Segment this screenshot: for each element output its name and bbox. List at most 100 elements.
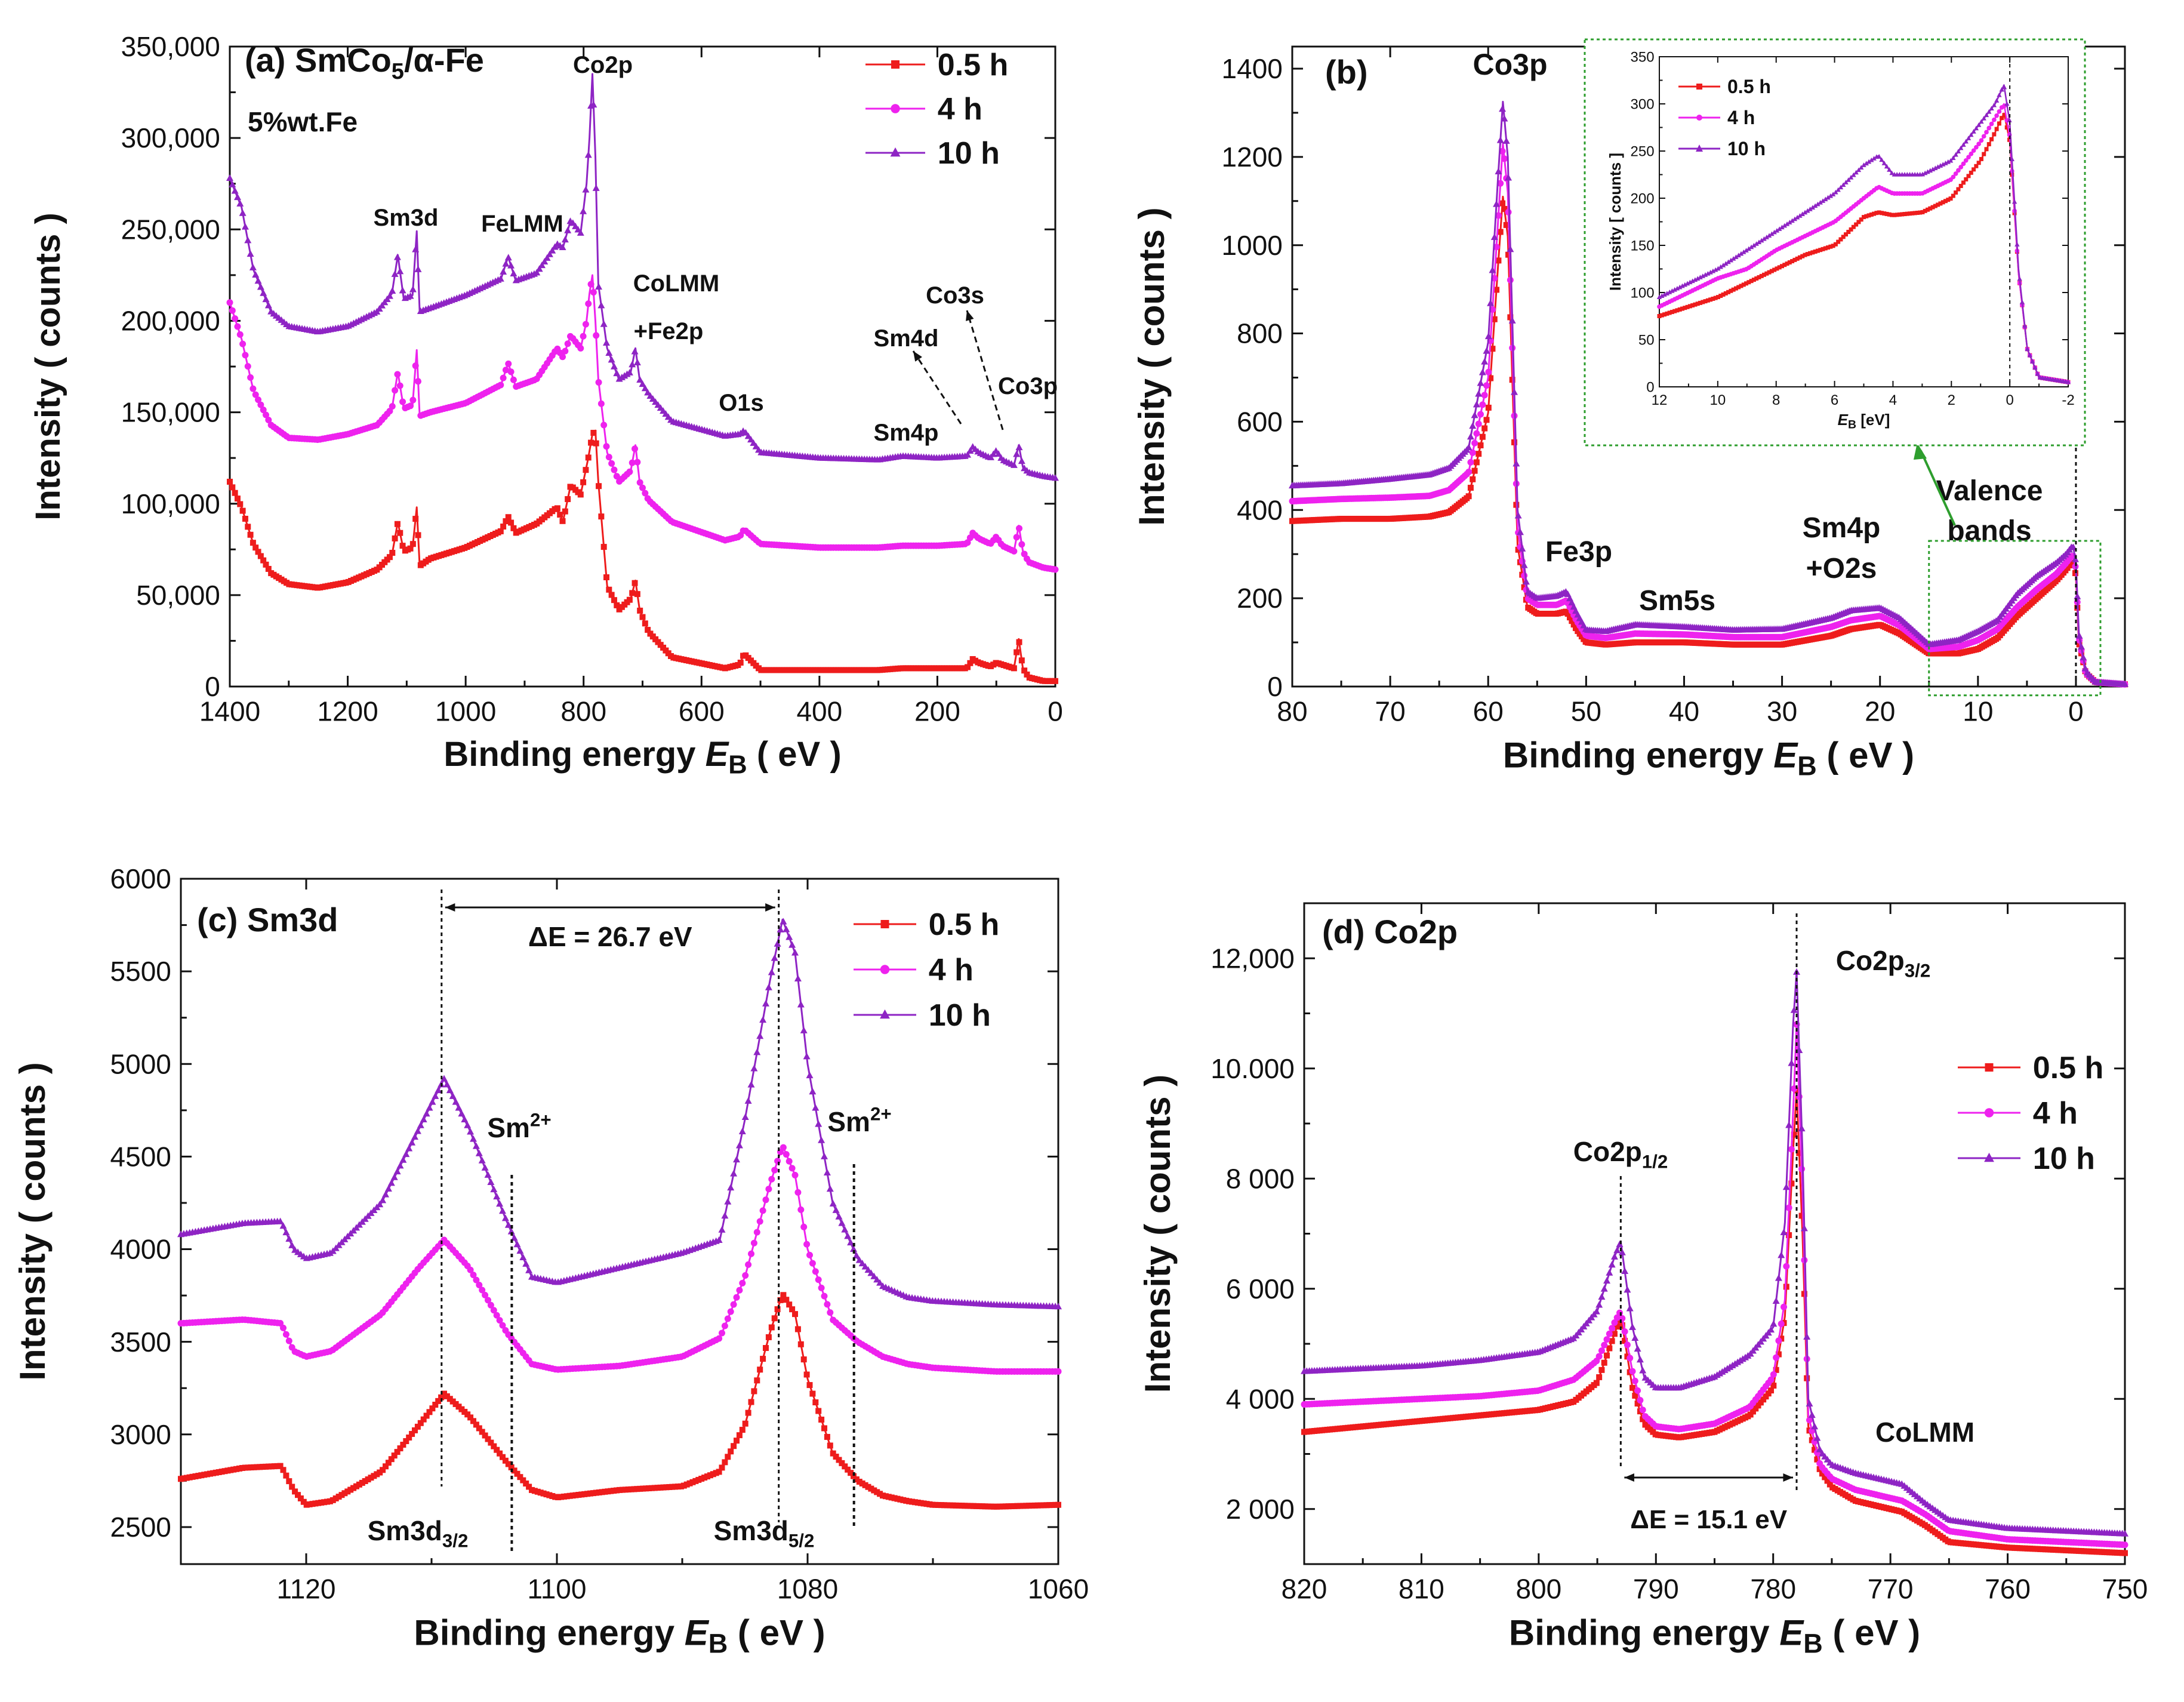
marker-square [600,544,607,550]
marker-square [385,1460,392,1466]
marker-triangle [1723,261,1729,266]
marker-triangle [1502,137,1510,144]
marker-triangle [260,289,267,296]
marker-square [412,1427,418,1433]
marker-circle [818,1284,825,1291]
marker-square [497,1450,503,1457]
marker-square [722,1459,728,1466]
marker-triangle [841,1226,849,1233]
marker-triangle [821,1152,828,1159]
marker-triangle [1833,189,1838,195]
marker-square [283,1472,289,1479]
marker-circle [236,331,244,338]
marker-square [389,550,396,556]
marker-triangle [1595,1301,1603,1308]
marker-triangle [1937,163,1943,168]
marker-square [426,1409,433,1415]
marker-square [289,1484,295,1490]
marker-triangle [1664,291,1670,296]
marker-square [1701,300,1705,304]
marker-square [1685,304,1690,309]
marker-triangle [499,1207,506,1214]
marker-triangle [1751,242,1757,248]
y-tick-label: 150,000 [121,397,220,428]
marker-circle [1956,168,1961,173]
marker-triangle [1052,474,1059,481]
marker-triangle [2035,371,2040,376]
marker-triangle [844,1232,852,1239]
y-tick-label: 250 [1631,143,1655,159]
marker-circle [394,371,401,378]
marker-square [1997,121,2001,126]
marker-triangle [1613,1247,1621,1254]
marker-triangle [417,1121,424,1128]
marker-triangle [1963,139,1969,144]
marker-square [1994,127,1999,131]
marker-circle [1791,1085,1798,1092]
ann-felmm: FeLMM [481,211,563,237]
marker-square [1767,270,1772,275]
marker-square [1874,211,1879,216]
marker-triangle [1473,401,1480,408]
marker-triangle [765,983,772,990]
legend-label-0: 0.5 h [938,48,1009,82]
marker-triangle [516,1247,524,1254]
marker-triangle [1490,233,1498,240]
marker-triangle [1467,433,1474,440]
marker-triangle [288,1241,296,1248]
marker-square [1805,252,1810,257]
marker-square [1011,665,1017,672]
marker-circle [724,1315,731,1322]
panel-c-title: (c) Sm3d [197,901,338,938]
marker-square [1614,1324,1621,1330]
marker-square [1640,1416,1646,1423]
marker-triangle [1718,264,1723,269]
marker-square [1938,201,1943,206]
marker-triangle [1592,1307,1600,1315]
marker-circle [753,1229,760,1236]
marker-square [415,532,421,538]
marker-triangle [1815,201,1820,207]
marker-circle [736,1286,743,1294]
marker-square [1495,257,1502,264]
marker-triangle [501,1214,509,1221]
marker-triangle [1866,159,1872,164]
peak2-label: Co2p3/2 [1836,945,1930,981]
marker-circle [485,1297,491,1304]
marker-circle [1958,165,1964,170]
marker-square [1507,314,1514,321]
marker-square [286,1478,292,1485]
marker-triangle [832,1206,840,1213]
marker-triangle [800,1026,808,1033]
marker-circle [470,1272,477,1279]
marker-circle [1788,1146,1795,1153]
marker-square [523,1481,529,1487]
ann-bands: bands [1947,515,2031,547]
marker-triangle [1690,278,1695,284]
marker-triangle [1818,199,1823,205]
marker-square [1810,250,1815,255]
marker-triangle [715,1236,723,1244]
marker-circle [1011,547,1018,555]
marker-square [467,1414,474,1421]
marker-circle [730,1301,737,1308]
marker-square [239,507,246,514]
marker-triangle [1598,1293,1606,1300]
marker-square [1481,425,1488,432]
marker-triangle [1495,167,1502,174]
peak1-label: Co2p1/2 [1573,1136,1668,1172]
marker-triangle [1935,164,1940,169]
marker-triangle [1481,358,1489,365]
marker-triangle [812,1104,820,1111]
marker-triangle [1656,294,1662,300]
marker-triangle [1720,263,1726,267]
marker-triangle [756,1032,764,1039]
marker-circle [1613,1314,1621,1321]
marker-triangle [502,260,510,267]
marker-triangle [379,1196,387,1204]
marker-triangle [449,1092,457,1099]
marker-square [1769,269,1774,273]
marker-circle [1778,1321,1785,1328]
